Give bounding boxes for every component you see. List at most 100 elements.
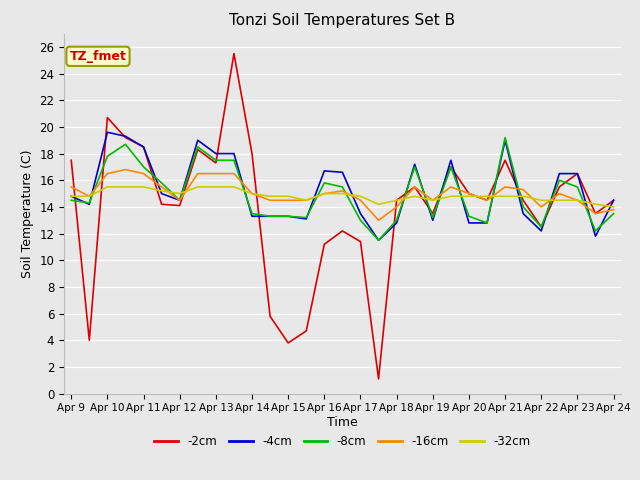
-16cm [194,171,202,177]
-8cm [176,197,184,203]
-2cm [140,144,147,150]
-32cm [501,193,509,199]
-8cm [465,214,473,219]
-2cm [176,203,184,208]
-8cm [483,220,491,226]
-32cm [122,184,129,190]
-8cm [519,204,527,210]
-16cm [393,204,401,210]
-16cm [429,197,436,203]
-2cm [86,337,93,343]
-32cm [86,193,93,199]
-4cm [122,133,129,139]
-8cm [194,144,202,150]
-8cm [158,180,166,186]
-2cm [212,160,220,166]
-4cm [284,214,292,219]
-2cm [356,239,364,244]
-16cm [158,184,166,190]
-32cm [212,184,220,190]
-4cm [556,171,563,177]
-4cm [248,214,256,219]
-2cm [393,197,401,203]
-8cm [122,142,129,147]
-4cm [411,161,419,167]
-32cm [610,204,618,210]
-32cm [339,191,346,196]
-32cm [140,184,147,190]
-8cm [248,211,256,216]
-8cm [284,214,292,219]
-32cm [266,193,274,199]
-4cm [104,130,111,135]
Legend: -2cm, -4cm, -8cm, -16cm, -32cm: -2cm, -4cm, -8cm, -16cm, -32cm [150,430,535,453]
-8cm [321,180,328,186]
-16cm [104,171,111,177]
-2cm [248,151,256,156]
-2cm [591,211,599,216]
-16cm [303,197,310,203]
-16cm [122,167,129,172]
-16cm [556,191,563,196]
Line: -32cm: -32cm [71,187,614,207]
-32cm [447,193,454,199]
-32cm [393,197,401,203]
-2cm [303,328,310,334]
Title: Tonzi Soil Temperatures Set B: Tonzi Soil Temperatures Set B [229,13,456,28]
-8cm [573,184,581,190]
-8cm [374,238,382,243]
-4cm [67,193,75,199]
-16cm [284,197,292,203]
-16cm [374,217,382,223]
-16cm [610,207,618,213]
-2cm [67,157,75,163]
-2cm [429,211,436,216]
-16cm [339,188,346,194]
-16cm [501,184,509,190]
-16cm [176,197,184,203]
-16cm [266,197,274,203]
-16cm [67,184,75,190]
-2cm [266,313,274,319]
-16cm [248,191,256,196]
-16cm [212,171,220,177]
-8cm [429,215,436,220]
-4cm [176,197,184,203]
Line: -4cm: -4cm [71,132,614,240]
-8cm [501,135,509,141]
-32cm [321,191,328,196]
-32cm [538,197,545,203]
Line: -16cm: -16cm [71,169,614,220]
-16cm [356,197,364,203]
-4cm [393,220,401,226]
-4cm [374,238,382,243]
-32cm [248,191,256,196]
-2cm [519,197,527,203]
-2cm [573,171,581,177]
-4cm [447,157,454,163]
X-axis label: Time: Time [327,416,358,429]
-16cm [86,193,93,199]
-2cm [230,51,238,57]
-32cm [374,202,382,207]
-32cm [194,184,202,190]
-4cm [465,220,473,226]
-2cm [538,224,545,230]
-8cm [356,217,364,223]
-4cm [501,137,509,143]
-32cm [158,188,166,194]
-32cm [573,197,581,203]
-32cm [67,193,75,199]
-8cm [67,197,75,203]
-2cm [104,115,111,120]
-4cm [230,151,238,156]
-4cm [538,228,545,234]
-32cm [356,193,364,199]
Text: TZ_fmet: TZ_fmet [70,50,127,63]
-8cm [591,228,599,234]
-4cm [573,171,581,177]
-4cm [519,211,527,216]
-8cm [303,215,310,220]
-2cm [483,197,491,203]
-8cm [339,184,346,190]
